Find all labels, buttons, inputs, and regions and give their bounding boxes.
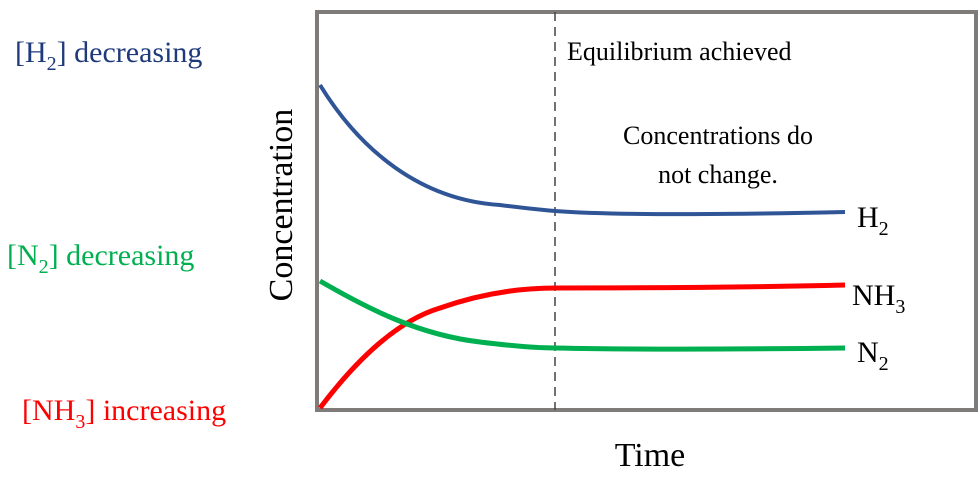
nh3-increasing-label: [NH3] increasing bbox=[22, 394, 226, 433]
h2-curve bbox=[318, 83, 846, 217]
h2-series-label: H2 bbox=[857, 201, 889, 240]
note-line-1: Concentrations do bbox=[623, 121, 813, 150]
plot-frame bbox=[315, 10, 978, 412]
nh3-series-label: NH3 bbox=[852, 279, 905, 318]
equilibrium-label: Equilibrium achieved bbox=[567, 37, 792, 66]
note-line-2: not change. bbox=[658, 160, 778, 189]
n2-curve bbox=[318, 278, 846, 352]
n2-series-label: N2 bbox=[857, 336, 889, 375]
n2-decreasing-label: [N2] decreasing bbox=[7, 239, 194, 278]
x-axis-label: Time bbox=[615, 437, 686, 474]
y-axis-label: Concentration bbox=[263, 109, 300, 302]
nh3-curve bbox=[318, 282, 846, 410]
h2-decreasing-label: [H2] decreasing bbox=[15, 36, 202, 75]
